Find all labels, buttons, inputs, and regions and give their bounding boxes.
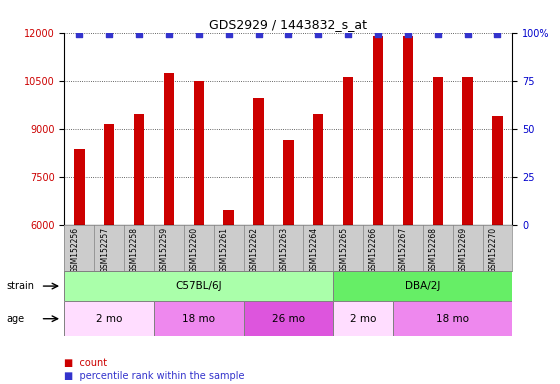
Point bbox=[344, 31, 353, 37]
Text: C57BL/6J: C57BL/6J bbox=[175, 281, 222, 291]
Point bbox=[493, 31, 502, 37]
Point bbox=[374, 31, 382, 37]
Bar bbox=[403, 36, 413, 225]
Text: GSM152270: GSM152270 bbox=[488, 227, 497, 273]
Bar bbox=[432, 78, 443, 225]
Bar bbox=[104, 124, 114, 225]
Bar bbox=[244, 301, 333, 336]
Bar bbox=[64, 271, 333, 301]
Bar bbox=[333, 301, 393, 336]
Point bbox=[224, 31, 233, 37]
Bar bbox=[313, 114, 324, 225]
Text: GSM152262: GSM152262 bbox=[250, 227, 259, 273]
Point bbox=[194, 31, 203, 37]
Point bbox=[105, 31, 114, 37]
Bar bbox=[393, 301, 512, 336]
Text: GSM152263: GSM152263 bbox=[279, 227, 288, 273]
Bar bbox=[74, 149, 85, 225]
Text: GSM152257: GSM152257 bbox=[100, 227, 109, 273]
Text: GSM152259: GSM152259 bbox=[160, 227, 169, 273]
Bar bbox=[134, 114, 144, 225]
Text: 26 mo: 26 mo bbox=[272, 314, 305, 324]
Point bbox=[254, 31, 263, 37]
Point bbox=[75, 31, 84, 37]
Text: 2 mo: 2 mo bbox=[96, 314, 123, 324]
Text: GSM152266: GSM152266 bbox=[369, 227, 378, 273]
Text: 18 mo: 18 mo bbox=[436, 314, 469, 324]
Bar bbox=[283, 140, 293, 225]
Bar bbox=[223, 210, 234, 225]
Text: 18 mo: 18 mo bbox=[183, 314, 215, 324]
Text: strain: strain bbox=[7, 281, 35, 291]
Text: 2 mo: 2 mo bbox=[350, 314, 376, 324]
Text: GSM152258: GSM152258 bbox=[130, 227, 139, 273]
Point bbox=[314, 31, 323, 37]
Bar bbox=[333, 271, 512, 301]
Bar bbox=[343, 78, 353, 225]
Bar bbox=[64, 301, 154, 336]
Text: GSM152268: GSM152268 bbox=[429, 227, 438, 273]
Title: GDS2929 / 1443832_s_at: GDS2929 / 1443832_s_at bbox=[209, 18, 367, 31]
Bar bbox=[164, 73, 174, 225]
Text: age: age bbox=[7, 314, 25, 324]
Point bbox=[284, 31, 293, 37]
Bar bbox=[492, 116, 503, 225]
Bar bbox=[373, 36, 383, 225]
Point bbox=[134, 31, 143, 37]
Text: ■  count: ■ count bbox=[64, 358, 108, 368]
Text: DBA/2J: DBA/2J bbox=[405, 281, 441, 291]
Text: GSM152265: GSM152265 bbox=[339, 227, 348, 273]
Text: GSM152261: GSM152261 bbox=[220, 227, 228, 273]
Text: GSM152267: GSM152267 bbox=[399, 227, 408, 273]
Text: GSM152256: GSM152256 bbox=[71, 227, 80, 273]
Text: GSM152269: GSM152269 bbox=[459, 227, 468, 273]
Bar bbox=[253, 98, 264, 225]
Bar bbox=[154, 301, 244, 336]
Text: GSM152264: GSM152264 bbox=[309, 227, 318, 273]
Bar bbox=[194, 81, 204, 225]
Point bbox=[165, 31, 174, 37]
Point bbox=[403, 31, 412, 37]
Point bbox=[433, 31, 442, 37]
Text: ■  percentile rank within the sample: ■ percentile rank within the sample bbox=[64, 371, 245, 381]
Point bbox=[463, 31, 472, 37]
Bar bbox=[463, 78, 473, 225]
Text: GSM152260: GSM152260 bbox=[190, 227, 199, 273]
